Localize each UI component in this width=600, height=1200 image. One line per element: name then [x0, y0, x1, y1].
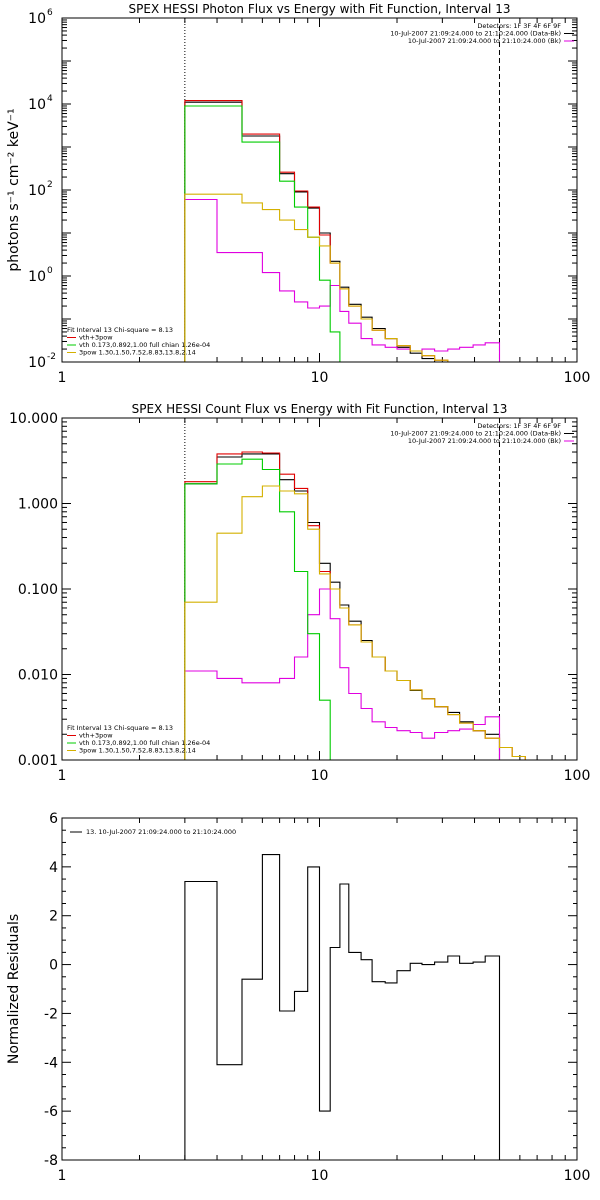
legend-bottomleft-entry: vth 0.173,0.892,1.00 full chian 1.26e-04 [79, 739, 210, 747]
legend-topright-entry: Detectors: 1F 3F 4F 6F 9F [477, 422, 561, 430]
series-line-5 [184, 193, 501, 362]
y-tick-label: 2 [49, 909, 58, 925]
legend-bottomleft-entry: vth+3pow [79, 732, 113, 740]
y-tick-label: 4 [49, 860, 58, 876]
y-tick-exponent: 0 [47, 266, 53, 276]
y-tick-label: 10 [28, 269, 46, 285]
series-line-4 [184, 458, 340, 760]
plot-frame [61, 17, 578, 363]
x-tick-label: 1 [58, 1168, 67, 1184]
y-tick-label: 10 [28, 183, 46, 199]
series-line-2 [184, 198, 501, 362]
series-line-3 [184, 451, 538, 760]
y-tick-label: 10 [28, 97, 46, 113]
plot-frame [61, 417, 578, 761]
x-tick-label: 100 [564, 768, 591, 784]
y-tick-exponent: 4 [47, 94, 53, 104]
y-tick-exponent: -2 [47, 352, 56, 362]
y-tick-exponent: 6 [47, 8, 53, 18]
legend-topleft-entry: 13. 10-Jul-2007 21:09:24.000 to 21:10:24… [86, 828, 236, 836]
series-group [184, 100, 501, 362]
legend-bottomleft-entry: Fit Interval 13 Chi-square = 8.13 [67, 724, 173, 732]
legend-topright-entry: 10-Jul-2007 21:09:24.000 to 21:10:24.000… [408, 437, 561, 445]
plot-frame [61, 817, 578, 1161]
series-group [184, 451, 538, 760]
y-tick-label: 10 [28, 11, 46, 27]
y-tick-label: 0 [49, 958, 58, 974]
series-group [184, 854, 501, 1160]
y-tick-exponent: 2 [47, 180, 53, 190]
y-tick-label: -8 [44, 1153, 58, 1169]
chart-panel-1: SPEX HESSI Photon Flux vs Energy with Fi… [6, 2, 590, 386]
y-tick-label: 10 [28, 355, 46, 371]
legend-topright-entry: 10-Jul-2007 21:09:24.000 to 21:10:24.000… [408, 37, 561, 45]
legend-bottomleft-entry: vth 0.173,0.892,1.00 full chian 1.26e-04 [79, 341, 210, 349]
y-axis-label: Normalized Residuals [6, 914, 22, 1064]
y-tick-label: 0.100 [18, 582, 58, 598]
x-tick-label: 1 [58, 768, 67, 784]
chart-title: SPEX HESSI Count Flux vs Energy with Fit… [132, 402, 508, 416]
x-tick-label: 10 [311, 1168, 329, 1184]
y-tick-label: 1.000 [18, 497, 58, 513]
x-tick-label: 100 [564, 1168, 591, 1184]
series-line-1 [184, 101, 501, 362]
y-tick-label: 10.000 [9, 411, 58, 427]
chart-title: SPEX HESSI Photon Flux vs Energy with Fi… [129, 2, 511, 16]
legend-bottomleft-entry: vth+3pow [79, 334, 113, 342]
legend-bottomleft-entry: 3pow 1.30,1.50,7.52,8.83,13.8,2.14 [79, 747, 196, 755]
x-tick-label: 10 [311, 370, 329, 386]
y-tick-label: 0.001 [18, 753, 58, 769]
chart-panel-2: SPEX HESSI Count Flux vs Energy with Fit… [9, 402, 590, 784]
series-line-4 [184, 105, 350, 362]
legend-topright-entry: Detectors: 1F 3F 4F 6F 9F [477, 22, 561, 30]
legend-topright-entry: 10-Jul-2007 21:09:24.000 to 21:10:24.000… [390, 30, 561, 38]
x-tick-label: 1 [58, 370, 67, 386]
x-tick-label: 100 [564, 370, 591, 386]
series-line-5 [184, 485, 538, 760]
series-line-2 [184, 588, 501, 760]
chart-panel-3: 1 10 100 -8 -6 -4 -2 0 2 4 6 Normalized Residuals 13… [6, 811, 590, 1184]
y-tick-label: -4 [44, 1055, 58, 1071]
y-tick-label: 6 [49, 811, 58, 827]
x-tick-label: 10 [311, 768, 329, 784]
y-axis-label: photons s⁻¹ cm⁻² keV⁻¹ [6, 108, 22, 271]
series-line-1 [184, 854, 501, 1160]
y-tick-label: -2 [44, 1006, 58, 1022]
y-tick-label: -6 [44, 1104, 58, 1120]
legend-bottomleft-entry: 3pow 1.30,1.50,7.52,8.83,13.8,2.14 [79, 349, 196, 357]
legend-bottomleft-entry: Fit Interval 13 Chi-square = 8.13 [67, 326, 173, 334]
legend-topright-entry: 10-Jul-2007 21:09:24.000 to 21:10:24.000… [390, 430, 561, 438]
y-tick-label: 0.010 [18, 668, 58, 684]
series-line-3 [184, 100, 501, 362]
